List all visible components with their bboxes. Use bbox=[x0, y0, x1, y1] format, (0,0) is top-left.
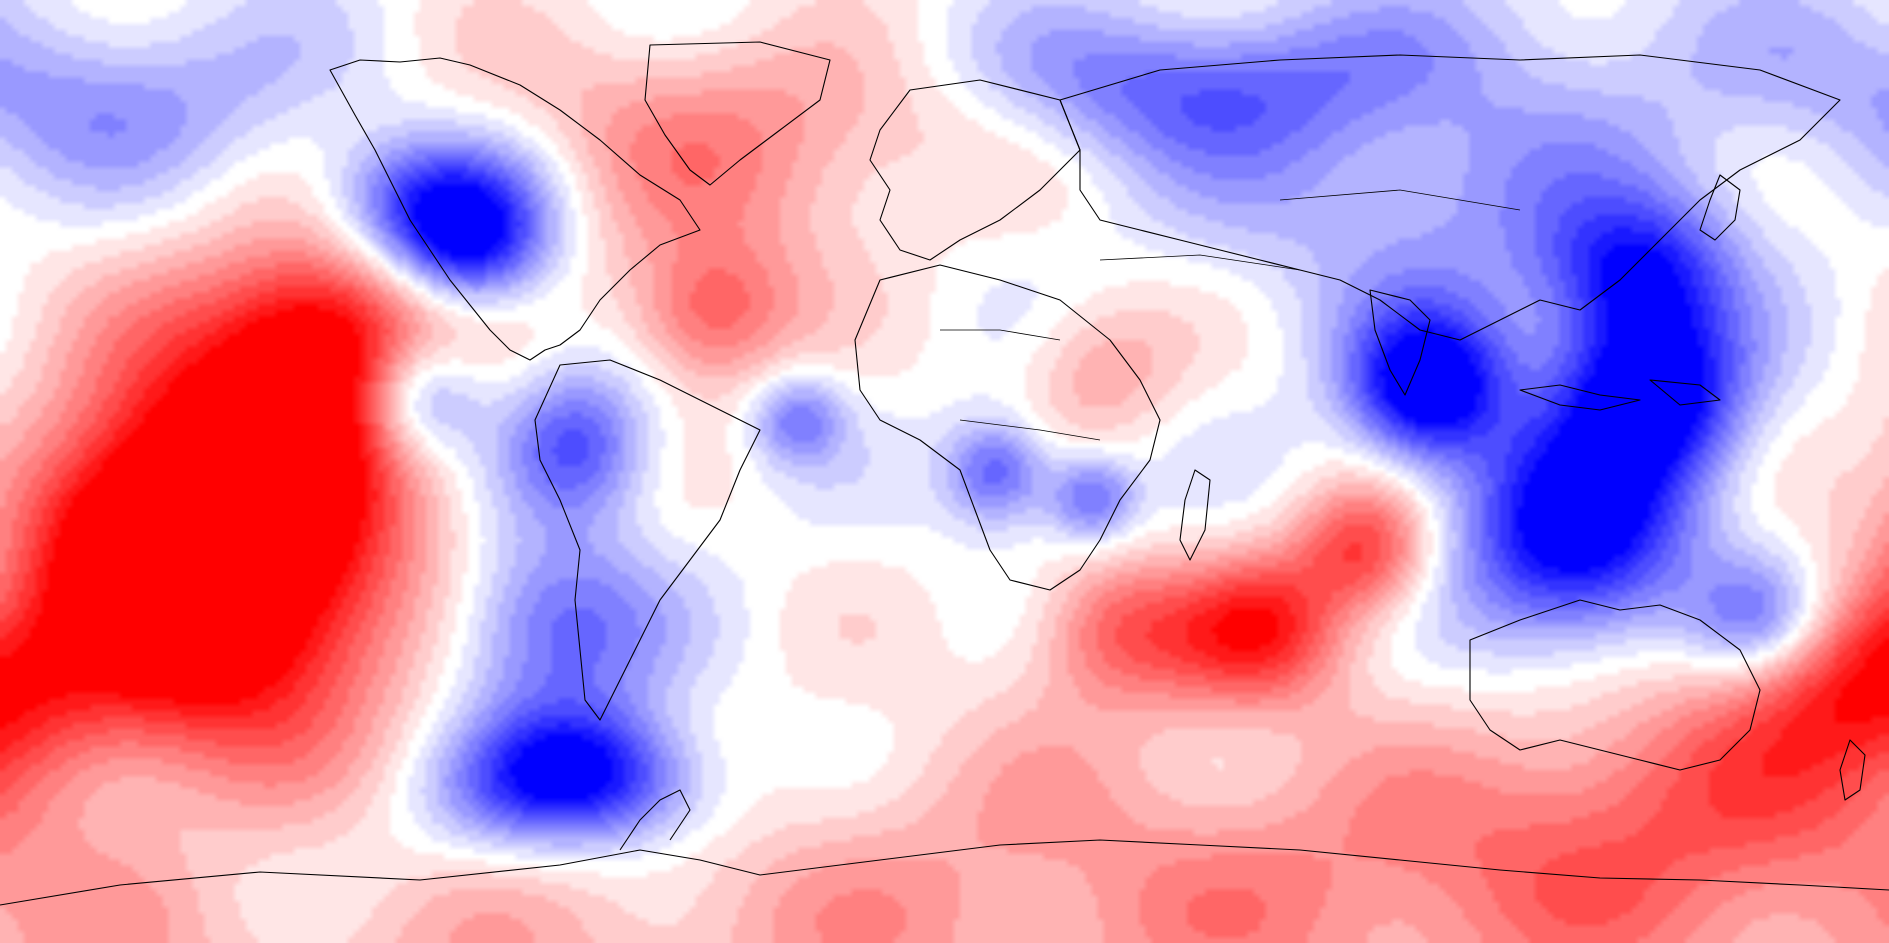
coastline-japan bbox=[1699, 174, 1741, 241]
coastline-greenland bbox=[644, 41, 831, 186]
coastline-madagascar bbox=[1179, 469, 1211, 561]
coastline-south-america bbox=[534, 359, 761, 721]
coastline-indonesia bbox=[1519, 379, 1721, 411]
coastline-antarctic-peninsula bbox=[619, 789, 691, 851]
border-lines bbox=[940, 189, 1521, 441]
coastline-new-zealand bbox=[1839, 739, 1866, 801]
coastline-asia bbox=[1059, 54, 1841, 341]
coastline-africa bbox=[854, 264, 1161, 591]
coastline-europe bbox=[869, 79, 1081, 261]
coastline-north-america bbox=[329, 57, 701, 361]
coastline-antarctica bbox=[0, 839, 1889, 906]
coastline-india bbox=[1369, 289, 1431, 396]
coastline-australia bbox=[1469, 599, 1761, 771]
